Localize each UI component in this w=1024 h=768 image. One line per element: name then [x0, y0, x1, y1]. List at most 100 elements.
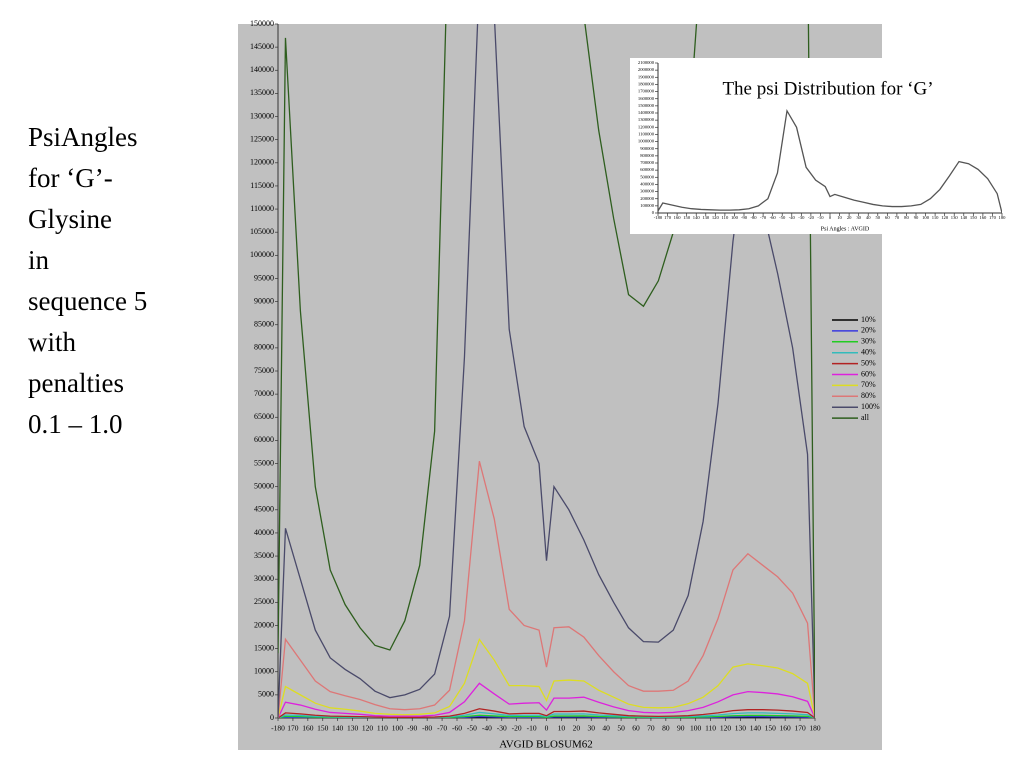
- y-tick-label: 45000: [254, 505, 274, 514]
- y-tick-label: 70000: [254, 389, 274, 398]
- y-tick-label: 1800000: [638, 81, 655, 86]
- x-tick-label: 90: [677, 724, 685, 733]
- x-tick-label: 120: [720, 724, 732, 733]
- x-tick-label: -80: [750, 215, 757, 220]
- x-tick-label: 100: [731, 215, 739, 220]
- chart-title: The psi Distribution for ‘G’: [722, 78, 933, 99]
- slide-text-line: sequence 5: [28, 286, 147, 316]
- y-tick-label: 1100000: [638, 131, 655, 136]
- x-tick-label: 170: [794, 724, 806, 733]
- x-tick-label: 20: [847, 215, 852, 220]
- x-tick-label: -180: [654, 215, 663, 220]
- x-tick-label: 170: [287, 724, 299, 733]
- y-tick-label: 25000: [254, 597, 274, 606]
- y-tick-label: 80000: [254, 343, 274, 352]
- x-tick-label: -30: [798, 215, 805, 220]
- x-tick-label: 40: [866, 215, 871, 220]
- y-tick-label: 50000: [254, 481, 274, 490]
- y-tick-label: 1300000: [638, 117, 655, 122]
- legend-label: 20%: [861, 326, 876, 335]
- x-tick-label: 100: [392, 724, 404, 733]
- x-tick-label: 170: [989, 215, 997, 220]
- x-tick-label: 120: [941, 215, 949, 220]
- legend-label: 70%: [861, 380, 876, 389]
- y-tick-label: 100000: [640, 203, 654, 208]
- x-tick-label: -60: [452, 724, 462, 733]
- x-tick-label: 30: [856, 215, 861, 220]
- y-tick-label: 1400000: [638, 110, 655, 115]
- x-tick-label: 160: [674, 215, 682, 220]
- y-tick-label: 400000: [640, 181, 654, 186]
- y-tick-label: 40000: [254, 528, 274, 537]
- y-tick-label: 125000: [250, 134, 274, 143]
- x-tick-label: 130: [347, 724, 359, 733]
- y-tick-label: 35000: [254, 551, 274, 560]
- y-tick-label: 600000: [640, 167, 654, 172]
- x-tick-label: 50: [875, 215, 880, 220]
- x-tick-label: 10: [558, 724, 566, 733]
- x-tick-label: 140: [332, 724, 344, 733]
- legend-label: 30%: [861, 337, 876, 346]
- y-tick-label: 110000: [250, 204, 274, 213]
- x-tick-label: 140: [960, 215, 968, 220]
- x-tick-label: 150: [765, 724, 777, 733]
- x-tick-label: 100: [922, 215, 930, 220]
- x-tick-label: -40: [482, 724, 492, 733]
- x-tick-label: 150: [683, 215, 691, 220]
- legend-label: all: [861, 413, 870, 422]
- x-tick-label: 160: [302, 724, 314, 733]
- series-line: [278, 708, 815, 718]
- series-line: [278, 24, 815, 718]
- x-tick-label: -70: [437, 724, 447, 733]
- legend-label: 10%: [861, 315, 876, 324]
- x-tick-label: 60: [885, 215, 890, 220]
- y-tick-label: 1200000: [638, 124, 655, 129]
- y-tick-label: 85000: [254, 320, 274, 329]
- x-tick-label: 50: [617, 724, 625, 733]
- y-tick-label: 800000: [640, 153, 654, 158]
- x-tick-label: -40: [789, 215, 796, 220]
- x-axis-label: Psi Angles : AVGID: [821, 226, 870, 232]
- y-tick-label: 55000: [254, 458, 274, 467]
- y-tick-label: 90000: [254, 296, 274, 305]
- y-tick-label: 130000: [250, 111, 274, 120]
- x-tick-label: 20: [573, 724, 581, 733]
- y-tick-label: 30000: [254, 574, 274, 583]
- x-tick-label: -10: [527, 724, 537, 733]
- series-line: [278, 24, 815, 718]
- x-tick-label: 70: [647, 724, 655, 733]
- x-tick-label: 120: [712, 215, 720, 220]
- x-tick-label: 160: [780, 724, 792, 733]
- x-tick-label: 130: [735, 724, 747, 733]
- legend-label: 100%: [861, 402, 880, 411]
- side-text: PsiAngles for ‘G’- Glysine in sequence 5 with…: [28, 122, 147, 439]
- x-tick-label: -180: [271, 724, 285, 733]
- y-tick-label: 65000: [254, 412, 274, 421]
- y-tick-label: 115000: [250, 181, 274, 190]
- legend-label: 40%: [861, 348, 876, 357]
- x-tick-label: 120: [362, 724, 374, 733]
- x-axis-label: AVGID BLOSUM62: [499, 739, 593, 751]
- y-tick-label: 145000: [250, 42, 274, 51]
- y-tick-label: 10000: [254, 667, 274, 676]
- x-tick-label: 130: [702, 215, 710, 220]
- x-tick-label: -30: [497, 724, 507, 733]
- x-tick-label: 80: [904, 215, 909, 220]
- x-tick-label: 70: [895, 215, 900, 220]
- legend-label: 80%: [861, 391, 876, 400]
- x-tick-label: 110: [377, 724, 388, 733]
- x-tick-label: 30: [588, 724, 596, 733]
- x-tick-label: -20: [512, 724, 522, 733]
- y-tick-label: 1700000: [638, 89, 655, 94]
- x-tick-label: 150: [317, 724, 329, 733]
- x-tick-label: 180: [809, 724, 821, 733]
- y-tick-label: 2100000: [638, 60, 655, 65]
- x-tick-label: 140: [693, 215, 701, 220]
- inset-chart: The psi Distribution for ‘G’ Psi Angles :…: [630, 58, 1008, 234]
- data-line: [658, 108, 1002, 213]
- x-tick-label: 110: [932, 215, 939, 220]
- x-tick-label: 60: [632, 724, 640, 733]
- y-tick-label: 1600000: [638, 96, 655, 101]
- y-tick-label: 300000: [640, 189, 654, 194]
